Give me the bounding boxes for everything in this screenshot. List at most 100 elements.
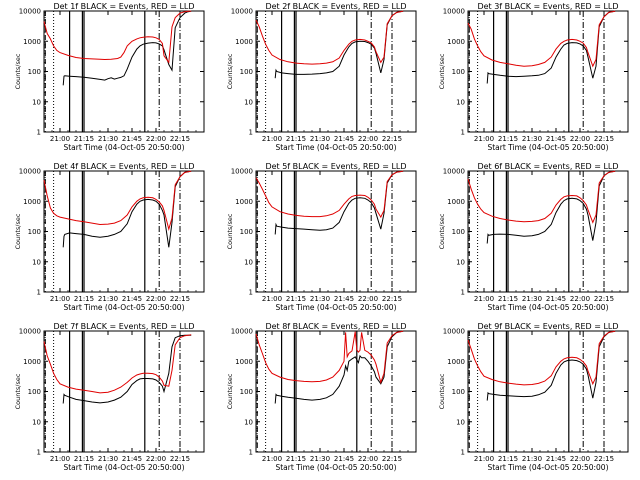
x-tick-label: 21:30 [522,455,542,463]
y-tick-label: 10000 [231,328,253,336]
x-tick-label: 22:00 [570,295,590,303]
x-tick-label: 21:00 [50,455,70,463]
lld-series-line [467,170,616,224]
detector-panel: Det 6f BLACK = Events, RED = LLD 1 10 100 10… [438,162,629,312]
x-tick-label: 21:30 [310,295,330,303]
x-tick-label: 22:00 [146,455,166,463]
y-tick-label: 1000 [23,198,41,206]
x-axis-label: Start Time (04-Oct-05 20:50:00) [63,303,184,312]
x-tick-label: 22:15 [594,135,614,143]
x-tick-label: 21:30 [98,295,118,303]
panel-title: Det 7f BLACK = Events, RED = LLD [53,322,194,331]
y-tick-label: 10000 [443,328,465,336]
y-tick-label: 10 [244,98,253,106]
lld-series-line [255,330,404,385]
x-tick-label: 22:00 [358,295,378,303]
detector-panel: Det 3f BLACK = Events, RED = LLD 1 10 100 10… [438,2,629,152]
x-tick-label: 21:45 [334,295,354,303]
x-axis-label: Start Time (04-Oct-05 20:50:00) [63,143,184,152]
x-tick-label: 21:30 [310,135,330,143]
x-tick-label: 21:45 [122,135,142,143]
events-series-line [486,10,616,84]
y-tick-label: 1 [249,129,253,137]
y-tick-label: 10000 [443,8,465,16]
x-axis-label: Start Time (04-Oct-05 20:50:00) [275,463,396,472]
y-tick-label: 100 [28,228,41,236]
events-series-line [62,170,192,248]
y-tick-label: 10 [456,258,465,266]
x-tick-label: 21:00 [262,135,282,143]
panel-title: Det 3f BLACK = Events, RED = LLD [477,2,618,11]
detector-panel: Det 4f BLACK = Events, RED = LLD 1 10 100 10… [14,162,205,312]
x-tick-label: 21:45 [546,135,566,143]
detector-panel: Det 5f BLACK = Events, RED = LLD 1 10 100 10… [226,162,417,312]
y-tick-label: 1000 [23,358,41,366]
lld-series-line [43,334,192,394]
events-series-line [274,10,404,79]
y-tick-label: 100 [28,68,41,76]
detector-panel: Det 2f BLACK = Events, RED = LLD 1 10 100 10… [226,2,417,152]
x-tick-label: 21:15 [498,455,518,463]
y-tick-label: 10 [32,418,41,426]
y-tick-label: 1000 [447,38,465,46]
x-tick-label: 21:45 [334,135,354,143]
panel-title: Det 5f BLACK = Events, RED = LLD [265,162,406,171]
y-tick-label: 10000 [231,168,253,176]
panel-title: Det 2f BLACK = Events, RED = LLD [265,2,406,11]
x-tick-label: 21:15 [498,135,518,143]
x-tick-label: 21:00 [50,135,70,143]
panel-title: Det 1f BLACK = Events, RED = LLD [53,2,194,11]
x-tick-label: 22:15 [170,295,190,303]
panel-title: Det 8f BLACK = Events, RED = LLD [265,322,406,331]
y-tick-label: 1 [249,449,253,457]
y-tick-label: 100 [452,68,465,76]
y-tick-label: 10 [32,258,41,266]
y-tick-label: 100 [240,68,253,76]
detector-panel: Det 8f BLACK = Events, RED = LLD 1 10 100 10… [226,322,417,472]
y-tick-label: 10000 [19,328,41,336]
x-tick-label: 22:15 [170,135,190,143]
x-tick-label: 21:45 [546,455,566,463]
x-tick-label: 21:30 [310,455,330,463]
panel-title: Det 6f BLACK = Events, RED = LLD [477,162,618,171]
x-tick-label: 21:15 [286,455,306,463]
x-axis-label: Start Time (04-Oct-05 20:50:00) [275,143,396,152]
lld-series-line [255,10,404,65]
x-tick-label: 21:45 [334,455,354,463]
y-tick-label: 10 [456,98,465,106]
detector-panel: Det 9f BLACK = Events, RED = LLD 1 10 100 10… [438,322,629,472]
x-tick-label: 22:15 [594,455,614,463]
y-tick-label: 100 [452,388,465,396]
y-tick-label: 1 [37,289,41,297]
x-tick-label: 22:00 [570,455,590,463]
lld-series-line [255,170,404,219]
y-axis-label: Counts/sec [14,373,22,409]
y-tick-label: 100 [28,388,41,396]
x-tick-label: 22:15 [382,135,402,143]
x-tick-label: 22:15 [170,455,190,463]
x-tick-label: 21:00 [262,295,282,303]
lld-series-line [43,170,192,232]
y-tick-label: 1000 [447,358,465,366]
y-tick-label: 10000 [19,168,41,176]
events-series-line [62,10,192,86]
y-axis-label: Counts/sec [226,53,234,89]
x-tick-label: 22:00 [358,455,378,463]
y-tick-label: 1000 [447,198,465,206]
x-tick-label: 22:15 [382,295,402,303]
events-series-line [274,170,404,235]
x-tick-label: 21:30 [522,135,542,143]
x-tick-label: 21:30 [98,135,118,143]
y-tick-label: 100 [240,388,253,396]
x-tick-label: 21:00 [50,295,70,303]
x-tick-label: 21:45 [122,295,142,303]
x-tick-label: 22:15 [594,295,614,303]
x-tick-label: 21:15 [286,295,306,303]
x-axis-label: Start Time (04-Oct-05 20:50:00) [275,303,396,312]
y-tick-label: 10 [32,98,41,106]
y-axis-label: Counts/sec [14,53,22,89]
lld-series-line [467,10,616,68]
panel-title: Det 9f BLACK = Events, RED = LLD [477,322,618,331]
detector-panel: Det 1f BLACK = Events, RED = LLD 1 10 100 10… [14,2,205,152]
